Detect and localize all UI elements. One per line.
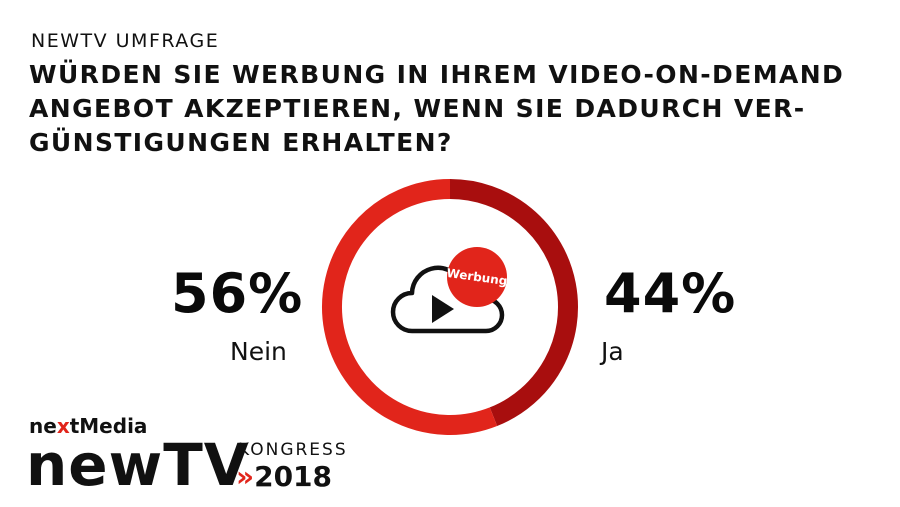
donut-slice-nein bbox=[322, 179, 498, 435]
badge-circle bbox=[447, 247, 507, 307]
nextmedia-logo: nextMedia bbox=[29, 414, 148, 438]
category-label-nein: Nein bbox=[230, 337, 287, 366]
headline-line: GÜNSTIGUNGEN ERHALTEN? bbox=[29, 128, 453, 157]
data-label-ja: 44% bbox=[604, 262, 737, 325]
donut-chart: Werbung bbox=[322, 179, 578, 435]
headline: WÜRDEN SIE WERBUNG IN IHREM VIDEO-ON-DEM… bbox=[29, 58, 889, 160]
category-label-ja: Ja bbox=[601, 337, 624, 366]
newtv-logo: newTV bbox=[26, 431, 250, 499]
donut-slices bbox=[322, 179, 578, 435]
kongress-year: » 2018 bbox=[236, 460, 333, 493]
kicker: NEWTV UMFRAGE bbox=[31, 30, 220, 52]
headline-line: ANGEBOT AKZEPTIEREN, WENN SIE DADURCH VE… bbox=[29, 94, 806, 123]
data-label-nein: 56% bbox=[171, 262, 304, 325]
donut-slice-ja bbox=[449, 179, 578, 427]
headline-line: WÜRDEN SIE WERBUNG IN IHREM VIDEO-ON-DEM… bbox=[29, 60, 845, 89]
kongress-label: KONGRESS bbox=[238, 440, 348, 460]
